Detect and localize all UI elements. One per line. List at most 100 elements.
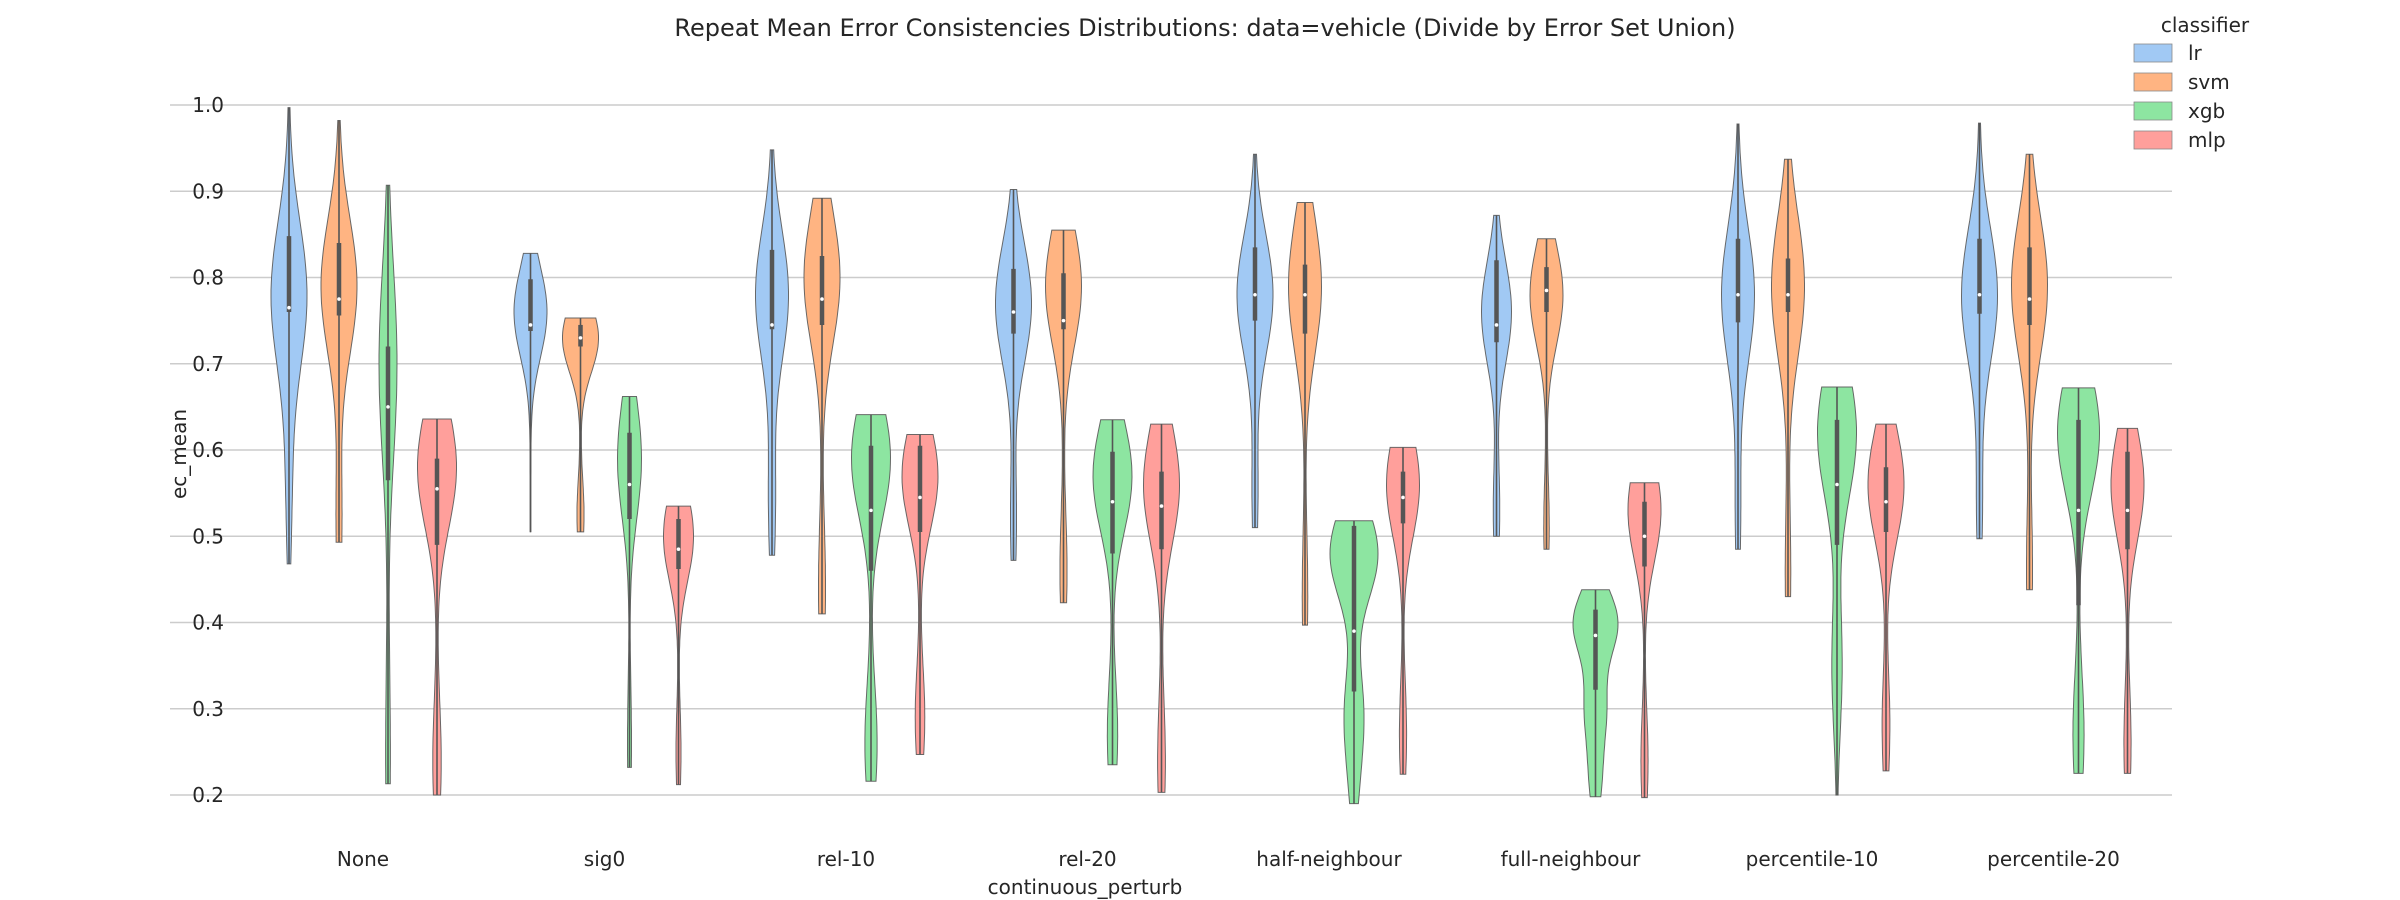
x-tick-0: None: [337, 847, 389, 871]
violin-median-lr-1: [528, 323, 533, 327]
x-tick-1: sig0: [584, 847, 625, 871]
violin-median-xgb-5: [1593, 633, 1598, 638]
violin-xgb-rel-20: [1092, 419, 1133, 766]
violin-lr-None: [270, 107, 308, 565]
violin-lr-sig0: [513, 252, 548, 533]
violin-svm-percentile-10: [1771, 158, 1805, 598]
violin-svm-rel-10: [803, 197, 841, 615]
violin-xgb-half-neighbour: [1329, 520, 1379, 805]
violin-median-mlp-5: [1642, 534, 1647, 539]
y-tick-5: 0.7: [192, 352, 224, 376]
violin-median-svm-1: [578, 336, 583, 340]
y-tick-0: 0.2: [192, 783, 224, 807]
violin-xgb-None: [378, 184, 398, 785]
chart-title: Repeat Mean Error Consistencies Distribu…: [674, 14, 1735, 42]
violin-mlp-half-neighbour: [1385, 446, 1421, 775]
violin-median-xgb-4: [1352, 629, 1356, 633]
violin-median-lr-7: [1977, 292, 1982, 297]
violin-svm-half-neighbour: [1287, 202, 1323, 626]
violin-median-mlp-0: [435, 487, 439, 491]
violin-mlp-None: [417, 418, 457, 796]
legend-swatch-lr: [2133, 43, 2173, 63]
x-tick-5: full-neighbour: [1501, 847, 1642, 871]
y-tick-7: 0.9: [192, 179, 224, 203]
violin-lr-half-neighbour: [1236, 153, 1274, 529]
violin-xgb-rel-10: [850, 414, 892, 782]
violin-median-lr-4: [1253, 292, 1257, 297]
violin-median-mlp-2: [918, 495, 922, 500]
violin-median-lr-2: [770, 323, 774, 327]
violin-lr-full-neighbour: [1480, 214, 1513, 537]
violin-median-svm-5: [1544, 288, 1549, 293]
violin-svm-sig0: [562, 317, 599, 533]
violin-median-svm-0: [337, 297, 341, 301]
violin-median-svm-4: [1303, 292, 1307, 297]
violin-lr-percentile-20: [1960, 122, 1999, 540]
violin-median-xgb-2: [869, 508, 873, 513]
legend-label-svm: svm: [2188, 70, 2230, 94]
violin-median-mlp-3: [1159, 504, 1164, 508]
legend-entry-xgb: xgb: [2133, 99, 2225, 123]
violin-mlp-rel-10: [901, 434, 939, 755]
violin-xgb-sig0: [616, 396, 643, 768]
violin-svm-full-neighbour: [1529, 238, 1564, 550]
x-tick-3: rel-20: [1058, 847, 1116, 871]
violin-median-svm-7: [2027, 297, 2032, 301]
violin-median-lr-0: [287, 305, 291, 310]
legend: classifier lr svm xgb mlp: [2133, 13, 2250, 152]
y-tick-6: 0.8: [192, 266, 224, 290]
x-tick-2: rel-10: [817, 847, 875, 871]
violin-mlp-percentile-10: [1867, 423, 1905, 772]
legend-swatch-svm: [2133, 72, 2173, 92]
legend-title: classifier: [2161, 13, 2250, 37]
violin-xgb-percentile-10: [1817, 386, 1857, 796]
legend-label-mlp: mlp: [2188, 128, 2226, 152]
violin-median-xgb-3: [1110, 499, 1115, 504]
violin-svm-percentile-20: [2010, 153, 2049, 591]
x-tick-4: half-neighbour: [1256, 847, 1402, 871]
y-tick-labels: 0.2 0.3 0.4 0.5 0.6 0.7 0.8 0.9 1.0: [192, 93, 224, 807]
x-tick-7: percentile-20: [1987, 847, 2120, 871]
legend-label-lr: lr: [2188, 41, 2203, 65]
y-tick-2: 0.4: [192, 611, 224, 635]
violin-mlp-full-neighbour: [1627, 482, 1662, 799]
x-tick-6: percentile-10: [1746, 847, 1879, 871]
violin-median-lr-3: [1011, 310, 1016, 314]
legend-entry-svm: svm: [2133, 70, 2230, 94]
violin-median-mlp-1: [676, 547, 681, 551]
violin-median-xgb-7: [2076, 508, 2081, 513]
legend-entry-mlp: mlp: [2133, 128, 2226, 152]
violin-median-xgb-1: [627, 482, 632, 487]
violin-xgb-full-neighbour: [1572, 589, 1619, 798]
y-axis-label: ec_mean: [167, 409, 191, 499]
y-tick-4: 0.6: [192, 438, 224, 462]
legend-entry-lr: lr: [2133, 41, 2203, 65]
violin-median-mlp-4: [1401, 495, 1405, 500]
violin-median-lr-6: [1736, 292, 1740, 297]
violin-median-svm-6: [1786, 292, 1790, 297]
violin-median-mlp-6: [1884, 499, 1888, 504]
violin-median-svm-2: [820, 297, 824, 301]
x-axis-label: continuous_perturb: [988, 875, 1183, 899]
violin-median-xgb-0: [386, 405, 390, 409]
violin-svm-None: [320, 120, 358, 543]
legend-label-xgb: xgb: [2188, 99, 2225, 123]
legend-swatch-xgb: [2133, 101, 2173, 121]
violin-lr-rel-20: [995, 189, 1032, 561]
legend-entries: lr svm xgb mlp: [2133, 41, 2230, 152]
violin-mlp-percentile-20: [2110, 427, 2145, 774]
violin-lr-percentile-10: [1720, 123, 1756, 550]
violin-xgb-percentile-20: [2056, 387, 2101, 774]
violin-median-svm-3: [1061, 318, 1066, 323]
violin-median-lr-5: [1494, 323, 1499, 327]
y-tick-8: 1.0: [192, 93, 224, 117]
violin-median-xgb-6: [1835, 482, 1839, 487]
legend-swatch-mlp: [2133, 130, 2173, 150]
violins: [270, 107, 2145, 805]
y-tick-1: 0.3: [192, 697, 224, 721]
violin-mlp-sig0: [663, 505, 694, 786]
violin-median-mlp-7: [2125, 508, 2130, 513]
violin-svm-rel-20: [1044, 229, 1083, 604]
violin-lr-rel-10: [755, 149, 789, 556]
